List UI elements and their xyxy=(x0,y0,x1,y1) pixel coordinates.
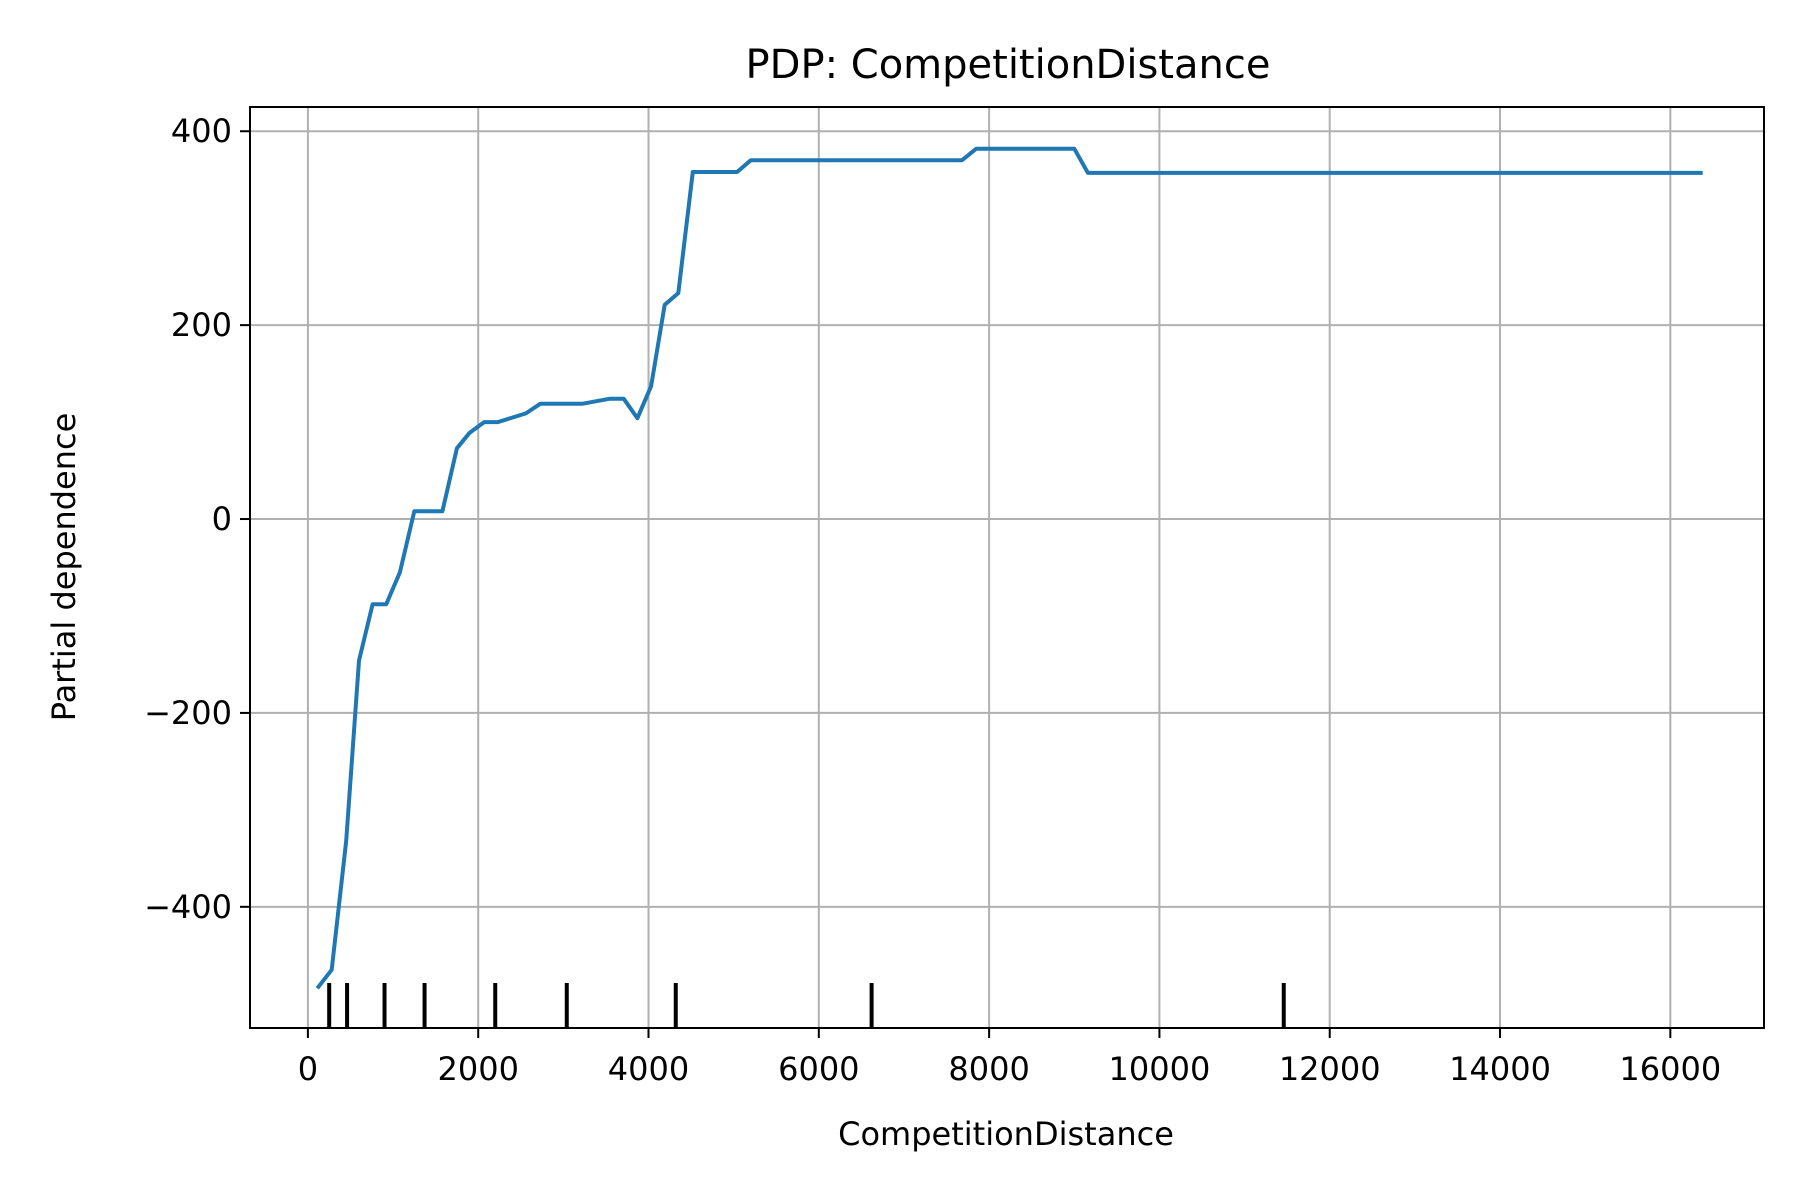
x-tick-label: 4000 xyxy=(608,1050,689,1088)
x-axis-label: CompetitionDistance xyxy=(838,1115,1174,1153)
x-tick-label: 10000 xyxy=(1109,1050,1211,1088)
y-axis-label: Partial dependence xyxy=(45,413,83,722)
x-tick-label: 12000 xyxy=(1279,1050,1381,1088)
y-tick-label: 0 xyxy=(212,500,232,538)
plot-area-frame xyxy=(249,106,1765,1029)
x-tick-label: 14000 xyxy=(1449,1050,1551,1088)
y-tick-label: 200 xyxy=(171,306,232,344)
pdp-line-group xyxy=(315,146,1703,990)
y-tick-label: −400 xyxy=(144,888,232,926)
rug-marks xyxy=(327,983,1286,1028)
y-axis-ticks: 400 200 0 −200 −400 xyxy=(144,112,250,926)
chart-title: PDP: CompetitionDistance xyxy=(746,42,1271,88)
x-tick-label: 6000 xyxy=(778,1050,859,1088)
x-tick-label: 16000 xyxy=(1619,1050,1721,1088)
grid xyxy=(250,107,1764,1028)
x-axis-ticks: 0 2000 4000 6000 8000 10000 12000 14000 16000 xyxy=(298,1028,1721,1088)
y-tick-label: 400 xyxy=(171,112,232,150)
pdp-line xyxy=(315,146,1703,990)
y-tick-label: −200 xyxy=(144,694,232,732)
x-tick-label: 2000 xyxy=(437,1050,518,1088)
x-tick-label: 0 xyxy=(298,1050,318,1088)
x-tick-label: 8000 xyxy=(948,1050,1029,1088)
